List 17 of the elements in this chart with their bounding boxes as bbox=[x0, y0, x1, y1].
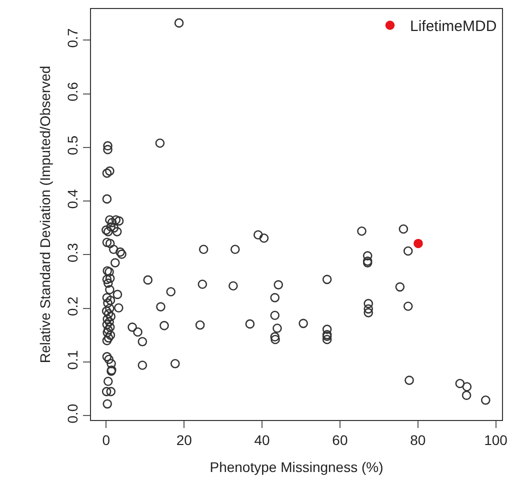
y-axis-title: Relative Standard Deviation (Imputed/Observed bbox=[37, 66, 53, 364]
x-tick-label: 100 bbox=[484, 432, 508, 448]
y-tick-label: 0.4 bbox=[64, 189, 80, 209]
legend-label: LifetimeMDD bbox=[410, 18, 497, 36]
y-tick-label: 0.6 bbox=[64, 82, 80, 102]
x-tick-label: 40 bbox=[254, 432, 270, 448]
y-tick-label: 0.2 bbox=[64, 296, 80, 316]
y-tick-label: 0.1 bbox=[64, 350, 80, 370]
y-tick-label: 0.0 bbox=[64, 404, 80, 424]
y-tick-label: 0.7 bbox=[64, 28, 80, 48]
x-axis-title: Phenotype Missingness (%) bbox=[210, 459, 384, 476]
x-tick-label: 60 bbox=[332, 432, 348, 448]
y-tick-label: 0.5 bbox=[64, 135, 80, 156]
x-tick-label: 20 bbox=[176, 432, 192, 448]
y-tick-label: 0.3 bbox=[64, 242, 80, 262]
x-tick-label: 0 bbox=[102, 432, 110, 448]
x-tick-label: 80 bbox=[410, 432, 426, 448]
